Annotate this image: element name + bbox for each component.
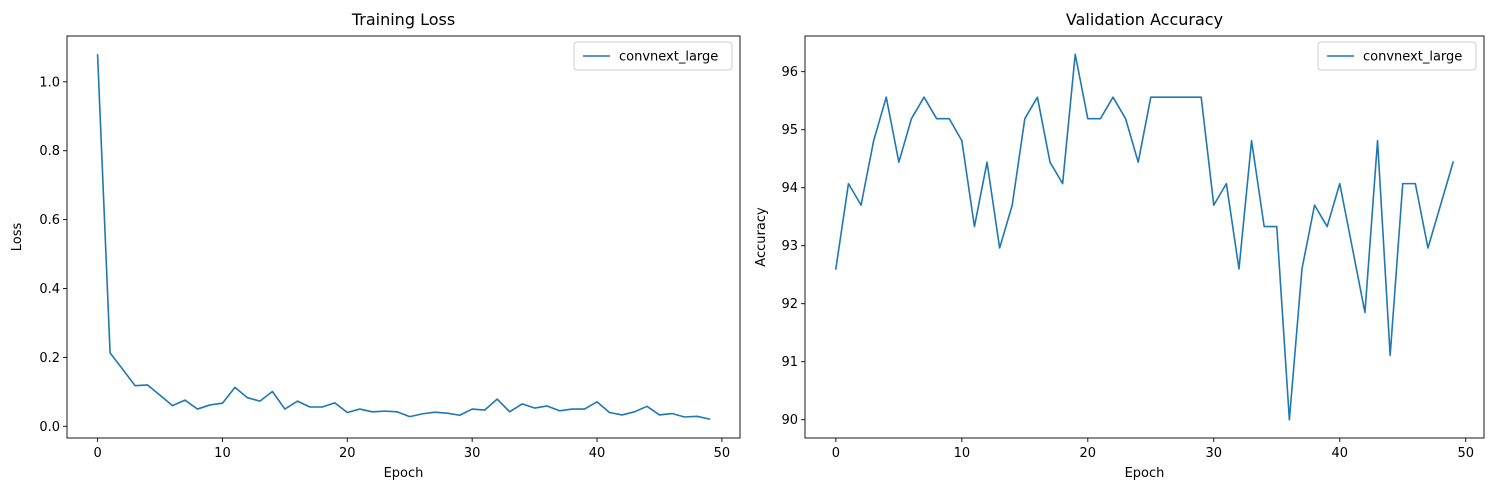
validation-accuracy-y-tick-label: 94 [781, 181, 798, 196]
validation-accuracy-y-tick-label: 91 [781, 355, 798, 370]
validation-accuracy-legend-label: convnext_large [1363, 50, 1462, 65]
validation-accuracy-chart: Validation Accuracy 0 10 20 30 40 50 90 91 92 93 94… [754, 10, 1485, 481]
validation-accuracy-y-tick-label: 96 [781, 65, 798, 80]
validation-accuracy-x-tick-label: 30 [1206, 446, 1223, 461]
training-loss-y-tick-label: 0.0 [39, 420, 60, 435]
training-loss-y-tick-label: 0.8 [39, 144, 60, 159]
training-loss-title: Training Loss [351, 10, 455, 29]
validation-accuracy-x-tick-label: 0 [832, 446, 840, 461]
training-loss-chart: Training Loss 0 10 20 30 40 50 0.0 0.2 0.4 0.6 0.8 1… [10, 10, 741, 481]
validation-accuracy-x-tick-label: 50 [1457, 446, 1474, 461]
validation-accuracy-y-tick-label: 93 [781, 239, 798, 254]
validation-accuracy-y-tick-label: 90 [781, 413, 798, 428]
training-loss-x-tick-label: 10 [214, 446, 231, 461]
training-loss-x-axis-label: Epoch [384, 466, 424, 481]
training-loss-y-tick-label: 0.2 [39, 351, 60, 366]
training-loss-plot-frame [66, 35, 741, 439]
validation-accuracy-legend: convnext_large [1317, 41, 1477, 71]
validation-accuracy-x-axis-label: Epoch [1125, 466, 1165, 481]
training-loss-y-tick-label: 1.0 [39, 75, 60, 90]
validation-accuracy-x-tick-label: 10 [954, 446, 971, 461]
training-loss-x-tick-label: 30 [464, 446, 481, 461]
training-loss-legend: convnext_large [573, 41, 733, 71]
training-loss-y-tick-label: 0.6 [39, 213, 60, 228]
training-loss-legend-box [573, 41, 733, 71]
validation-accuracy-y-axis-label: Accuracy [754, 207, 769, 267]
training-loss-x-tick-label: 20 [339, 446, 356, 461]
validation-accuracy-y-tick-label: 95 [781, 123, 798, 138]
validation-accuracy-title: Validation Accuracy [1066, 10, 1223, 29]
validation-accuracy-x-tick-label: 20 [1080, 446, 1097, 461]
validation-accuracy-legend-box [1317, 41, 1477, 71]
validation-accuracy-plot-frame [804, 35, 1485, 439]
training-loss-x-tick-label: 50 [714, 446, 731, 461]
validation-accuracy-y-tick-label: 92 [781, 297, 798, 312]
training-loss-x-tick-label: 0 [93, 446, 101, 461]
training-loss-legend-label: convnext_large [619, 50, 718, 65]
validation-accuracy-x-tick-label: 40 [1331, 446, 1348, 461]
training-loss-series-line [96, 54, 711, 421]
training-loss-y-tick-label: 0.4 [39, 282, 60, 297]
training-loss-x-tick-label: 40 [589, 446, 606, 461]
validation-accuracy-series-line [834, 53, 1455, 421]
training-loss-y-axis-label: Loss [10, 223, 25, 252]
